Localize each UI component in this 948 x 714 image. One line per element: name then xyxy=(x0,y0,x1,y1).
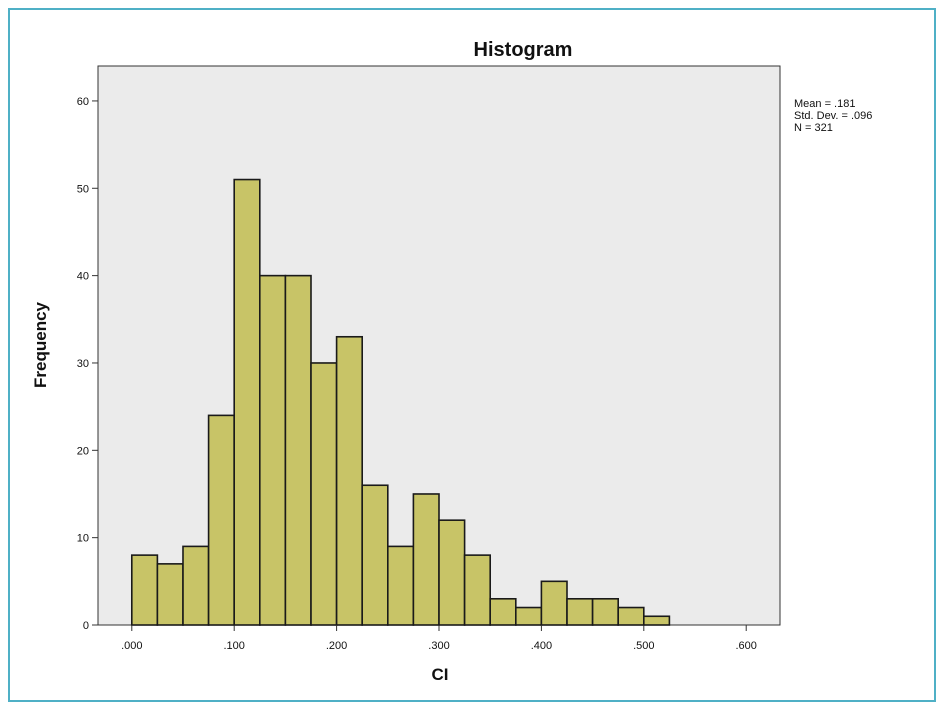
y-axis: 0 10 20 30 40 50 60 xyxy=(77,96,98,632)
y-tick-label: 40 xyxy=(77,271,89,283)
y-axis-label: Frequency xyxy=(31,301,50,388)
bars-group xyxy=(130,178,671,626)
histogram-bar-5 xyxy=(258,274,287,626)
histogram-bar-18 xyxy=(591,597,619,626)
histogram-bar-0 xyxy=(130,554,159,626)
y-tick-label: 10 xyxy=(77,533,89,545)
x-tick-label: .200 xyxy=(326,640,347,652)
histogram-bar-13 xyxy=(463,554,492,626)
histogram-bar-14 xyxy=(489,597,517,626)
histogram-bar-12 xyxy=(438,519,466,626)
histogram-bar-20 xyxy=(642,615,671,626)
histogram-bar-10 xyxy=(386,545,415,626)
x-tick-label: .300 xyxy=(428,640,449,652)
histogram-bar-17 xyxy=(566,597,594,626)
histogram-bar-15 xyxy=(514,606,543,626)
x-axis: .000 .100 .200 .300 .400 .500 .600 xyxy=(121,625,757,652)
histogram-bar-7 xyxy=(310,362,338,626)
stats-line: Std. Dev. = .096 xyxy=(794,110,872,122)
x-tick-label: .000 xyxy=(121,640,142,652)
y-tick-label: 50 xyxy=(77,183,89,195)
x-tick-label: .500 xyxy=(633,640,654,652)
histogram-bar-6 xyxy=(284,274,312,626)
histogram-bar-3 xyxy=(207,414,235,626)
histogram-bar-1 xyxy=(156,563,184,626)
y-tick-label: 0 xyxy=(83,620,89,632)
histogram-bar-16 xyxy=(540,580,568,626)
y-tick-label: 60 xyxy=(77,96,89,108)
histogram-bar-11 xyxy=(412,493,440,626)
histogram-bar-4 xyxy=(233,178,261,626)
x-tick-label: .100 xyxy=(223,640,244,652)
histogram-bar-2 xyxy=(182,545,210,626)
x-axis-label: CI xyxy=(432,665,449,684)
histogram-bar-9 xyxy=(361,484,389,626)
x-tick-label: .600 xyxy=(735,640,756,652)
histogram-bar-19 xyxy=(617,606,645,626)
chart-title: Histogram xyxy=(474,39,573,61)
y-tick-label: 20 xyxy=(77,445,89,457)
histogram-bar-8 xyxy=(335,335,364,626)
stats-line: Mean = .181 xyxy=(794,98,855,110)
stats-line: N = 321 xyxy=(794,122,833,134)
x-tick-label: .400 xyxy=(531,640,552,652)
y-tick-label: 30 xyxy=(77,358,89,370)
